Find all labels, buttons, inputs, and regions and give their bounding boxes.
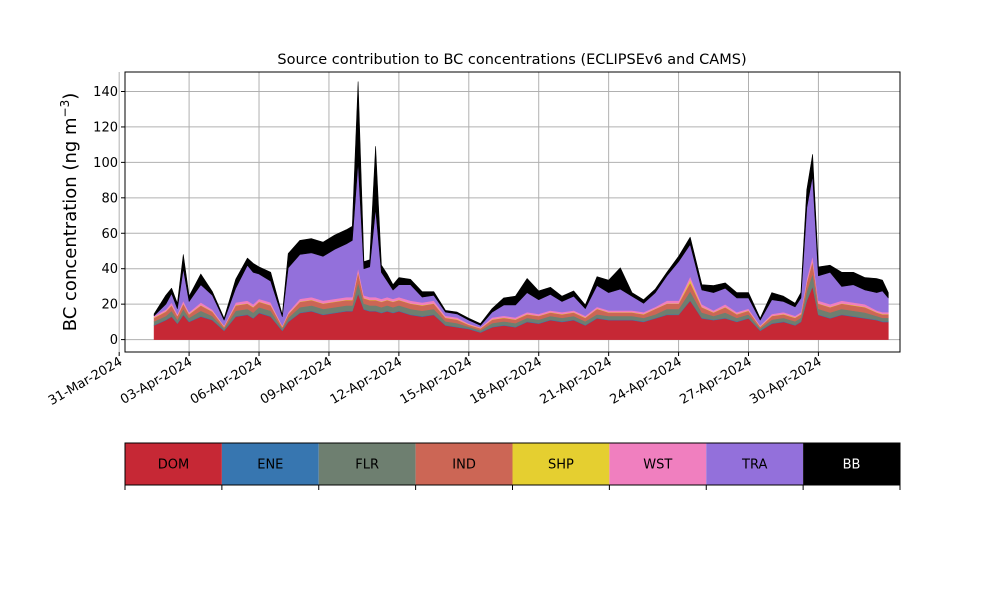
legend-colorbar: DOM ENE FLR IND SHP WST TRA BB [124, 442, 901, 490]
y-axis-label-exponent: −3 [58, 100, 72, 118]
legend-label-dom: DOM [158, 458, 189, 473]
y-tick-label: 120 [93, 120, 118, 135]
y-tick-label: 100 [93, 156, 118, 171]
y-axis: 0 20 40 60 80 100 120 140 [93, 85, 125, 348]
legend-swatch-shp [512, 443, 610, 485]
legend-label-shp: SHP [548, 458, 574, 473]
legend-swatch-ind [415, 443, 513, 485]
legend-label-tra: TRA [741, 458, 767, 473]
legend-label-flr: FLR [355, 458, 379, 473]
y-tick-label: 20 [101, 298, 118, 313]
axes-frame [124, 71, 901, 353]
y-axis-label: BC concentration (ng m−3) [58, 93, 81, 332]
y-tick-label: 40 [101, 262, 118, 277]
legend-label-ene: ENE [257, 458, 283, 473]
chart-title: Source contribution to BC concentrations… [277, 52, 746, 68]
legend-label-bb: BB [843, 458, 861, 473]
y-axis-label-close: ) [60, 93, 81, 100]
legend-swatch-wst [609, 443, 707, 485]
legend-label-ind: IND [452, 458, 476, 473]
legend-swatch-ene [221, 443, 319, 485]
y-axis-label-base: BC concentration (ng m [60, 117, 81, 331]
legend-label-wst: WST [643, 458, 672, 473]
y-tick-label: 80 [101, 191, 118, 206]
stacked-areas [153, 81, 889, 340]
y-tick-label: 0 [110, 333, 118, 348]
legend-swatch-flr [318, 443, 416, 485]
legend-swatch-bb [803, 443, 900, 485]
area-series-bb [153, 81, 889, 326]
y-tick-label: 140 [93, 85, 118, 100]
legend-swatch-dom [125, 443, 222, 485]
y-tick-label: 60 [101, 227, 118, 242]
legend-swatch-tra [706, 443, 804, 485]
